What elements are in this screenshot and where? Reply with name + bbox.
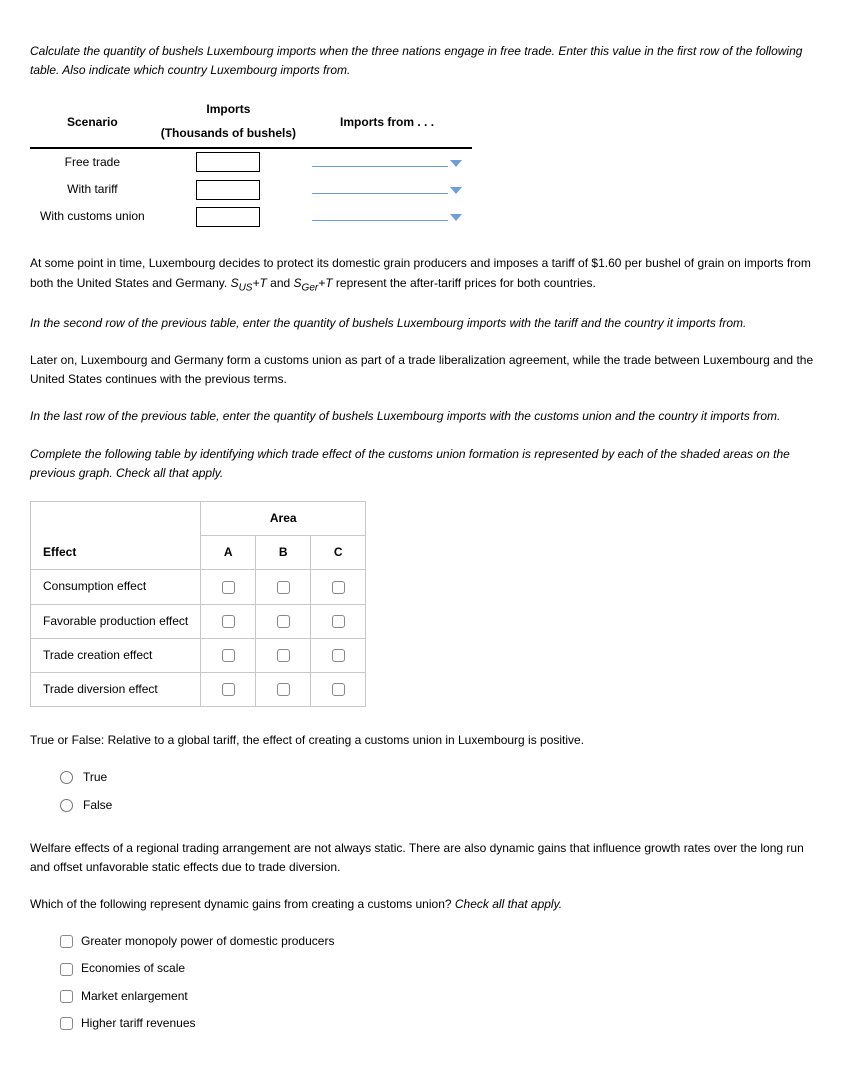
checkbox-consumption-b[interactable] xyxy=(277,581,290,594)
table-row: Consumption effect xyxy=(31,570,366,604)
checkbox-economies-scale[interactable] xyxy=(60,963,73,976)
effects-table: Effect Area A B C Consumption effect Fav… xyxy=(30,501,366,707)
instruction-effects-table: Complete the following table by identify… xyxy=(30,445,819,483)
table-row: With tariff xyxy=(30,176,472,203)
checkbox-monopoly[interactable] xyxy=(60,935,73,948)
checkbox-tradecreate-c[interactable] xyxy=(332,649,345,662)
option-label: Economies of scale xyxy=(81,959,185,978)
checkbox-market-enlargement[interactable] xyxy=(60,990,73,1003)
checkbox-consumption-a[interactable] xyxy=(222,581,235,594)
col-header-imports-top: Imports xyxy=(155,98,302,119)
scenario-label: With customs union xyxy=(30,203,155,230)
scenario-label: With tariff xyxy=(30,176,155,203)
dynamic-gains-prompt: Which of the following represent dynamic… xyxy=(30,895,819,914)
dynamic-gains-options: Greater monopoly power of domestic produ… xyxy=(60,932,819,1033)
imports-from-dropdown-2[interactable] xyxy=(312,206,462,221)
col-header-imports-from: Imports from . . . xyxy=(302,98,472,147)
checkbox-tradediv-c[interactable] xyxy=(332,683,345,696)
option-label: Greater monopoly power of domestic produ… xyxy=(81,932,334,951)
scenario-label: Free trade xyxy=(30,148,155,176)
chevron-down-icon[interactable] xyxy=(450,160,462,167)
imports-from-dropdown-1[interactable] xyxy=(312,179,462,194)
checkbox-favprod-b[interactable] xyxy=(277,615,290,628)
radio-false-label: False xyxy=(83,796,112,815)
option-label: Higher tariff revenues xyxy=(81,1014,196,1033)
checkbox-tradediv-a[interactable] xyxy=(222,683,235,696)
effect-label: Trade creation effect xyxy=(31,638,201,672)
checkbox-tradecreate-b[interactable] xyxy=(277,649,290,662)
customs-union-paragraph: Later on, Luxembourg and Germany form a … xyxy=(30,351,819,389)
effect-label: Favorable production effect xyxy=(31,604,201,638)
imports-from-dropdown-0[interactable] xyxy=(312,152,462,167)
radio-false[interactable] xyxy=(60,799,73,812)
table-row: Trade diversion effect xyxy=(31,672,366,706)
chevron-down-icon[interactable] xyxy=(450,214,462,221)
imports-input-free-trade[interactable] xyxy=(196,152,260,172)
intro-instruction: Calculate the quantity of bushels Luxemb… xyxy=(30,42,819,80)
checkbox-higher-tariff-rev[interactable] xyxy=(60,1017,73,1030)
instruction-row2: In the second row of the previous table,… xyxy=(30,314,819,333)
col-header-scenario: Scenario xyxy=(30,98,155,147)
table-row: Trade creation effect xyxy=(31,638,366,672)
checkbox-tradecreate-a[interactable] xyxy=(222,649,235,662)
option-label: Market enlargement xyxy=(81,987,188,1006)
col-header-area: Area xyxy=(201,502,366,536)
chevron-down-icon[interactable] xyxy=(450,187,462,194)
checkbox-favprod-c[interactable] xyxy=(332,615,345,628)
radio-true[interactable] xyxy=(60,771,73,784)
checkbox-favprod-a[interactable] xyxy=(222,615,235,628)
col-header-imports-bottom: (Thousands of bushels) xyxy=(155,120,302,148)
table-row: Favorable production effect xyxy=(31,604,366,638)
radio-true-label: True xyxy=(83,768,107,787)
checkbox-consumption-c[interactable] xyxy=(332,581,345,594)
col-header-b: B xyxy=(256,536,311,570)
effect-label: Trade diversion effect xyxy=(31,672,201,706)
imports-table: Scenario Imports Imports from . . . (Tho… xyxy=(30,98,472,230)
table-row: Free trade xyxy=(30,148,472,176)
true-false-options: True False xyxy=(60,768,819,814)
imports-input-customs-union[interactable] xyxy=(196,207,260,227)
col-header-a: A xyxy=(201,536,256,570)
welfare-paragraph: Welfare effects of a regional trading ar… xyxy=(30,839,819,877)
col-header-c: C xyxy=(311,536,366,570)
imports-input-with-tariff[interactable] xyxy=(196,180,260,200)
true-false-prompt: True or False: Relative to a global tari… xyxy=(30,731,819,750)
table-row: With customs union xyxy=(30,203,472,230)
col-header-effect: Effect xyxy=(31,502,201,570)
instruction-row3: In the last row of the previous table, e… xyxy=(30,407,819,426)
effect-label: Consumption effect xyxy=(31,570,201,604)
checkbox-tradediv-b[interactable] xyxy=(277,683,290,696)
tariff-paragraph: At some point in time, Luxembourg decide… xyxy=(30,254,819,296)
